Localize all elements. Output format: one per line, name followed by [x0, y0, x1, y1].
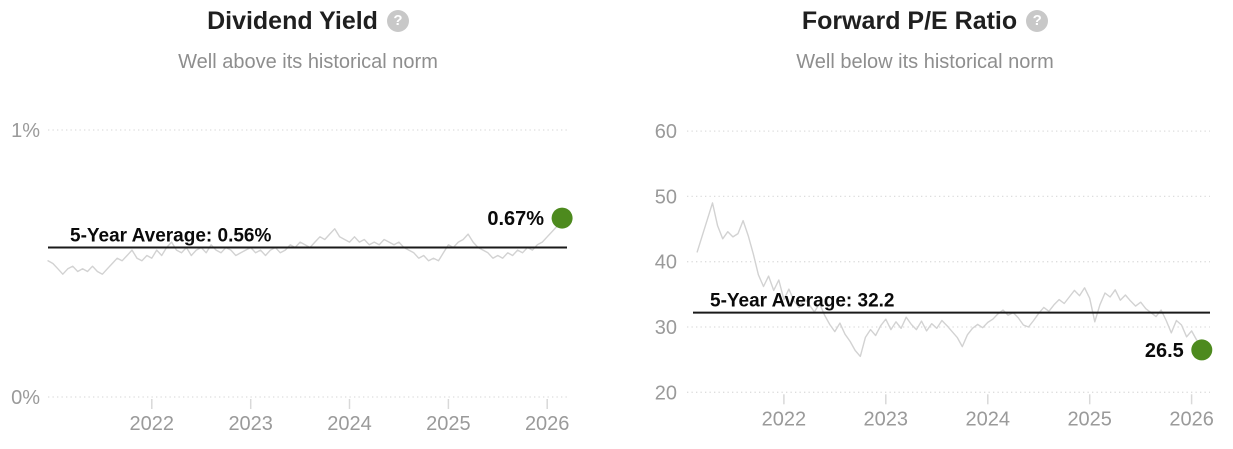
x-axis-tick-label: 2022: [762, 408, 807, 430]
x-axis-tick-label: 2026: [525, 413, 570, 435]
x-axis-tick-label: 2023: [864, 408, 909, 430]
dividend-yield-status-text: Well above its historical norm: [178, 51, 438, 73]
forward-pe-status-text: Well below its historical norm: [796, 51, 1054, 73]
dividend-yield-title: Dividend Yield: [207, 7, 378, 35]
dividend-yield-panel: Dividend Yield ? Well above its historic…: [0, 0, 616, 449]
forward-pe-header: Forward P/E Ratio ? Well below its histo…: [617, 0, 1233, 74]
x-axis-tick-label: 2026: [1169, 408, 1214, 430]
dividend-yield-chart: 1% 0% 2022 2023 2024 2025 2026 5-Year Average: …: [11, 120, 573, 435]
y-axis-tick-label: 1%: [11, 120, 40, 142]
forward-pe-panel: Forward P/E Ratio ? Well below its histo…: [617, 0, 1233, 449]
x-axis-tick-label: 2024: [966, 408, 1011, 430]
y-axis-tick-label: 50: [655, 186, 677, 208]
latest-value-dot: [1191, 339, 1213, 361]
y-axis-tick-label: 20: [655, 382, 677, 404]
latest-value-label: 0.67%: [487, 208, 544, 230]
dividend-yield-header: Dividend Yield ? Well above its historic…: [0, 0, 616, 74]
x-axis-tick-label: 2022: [130, 413, 175, 435]
y-axis-tick-label: 0%: [11, 387, 40, 409]
latest-value-dot: [551, 207, 573, 229]
forward-pe-chart: 60 50 40 30 20 2022 2023 2024 2025 2026 5-Year Ave…: [655, 121, 1214, 430]
series-line: [696, 202, 1203, 358]
series-line: [47, 217, 563, 275]
average-label: 5-Year Average: 0.56%: [70, 226, 271, 247]
x-axis-tick-label: 2025: [1067, 408, 1112, 430]
latest-value-label: 26.5: [1145, 340, 1184, 362]
average-label: 5-Year Average: 32.2: [710, 291, 895, 312]
y-axis-tick-label: 60: [655, 121, 677, 143]
x-axis-tick-label: 2025: [426, 413, 471, 435]
x-axis-tick-label: 2024: [327, 413, 372, 435]
forward-pe-title: Forward P/E Ratio: [801, 7, 1018, 35]
y-axis-tick-label: 40: [655, 252, 677, 274]
y-axis-tick-label: 30: [655, 317, 677, 339]
question-mark-icon[interactable]: ?: [1026, 10, 1049, 32]
question-mark-icon[interactable]: ?: [386, 10, 409, 32]
dividend-yield-title-row: Dividend Yield ?: [0, 0, 616, 36]
forward-pe-title-row: Forward P/E Ratio ?: [617, 0, 1233, 36]
x-axis-tick-label: 2023: [228, 413, 273, 435]
